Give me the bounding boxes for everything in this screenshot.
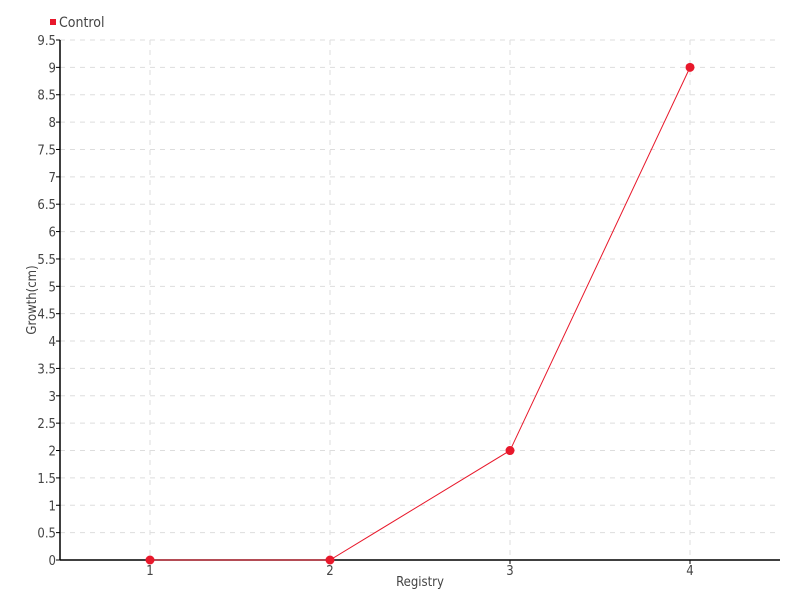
y-tick-label: 7 bbox=[49, 171, 56, 186]
y-tick-label: 6 bbox=[49, 226, 56, 241]
data-point bbox=[685, 62, 695, 72]
series-line-control bbox=[150, 67, 691, 561]
y-ticks: 0 0.5 1 1.5 2 2.5 3 3.5 4 4.5 5 5.5 6 6.5 7 7.5 8 8.5 9 9.5 bbox=[37, 34, 60, 569]
data-point bbox=[505, 446, 515, 456]
y-tick-label: 6.5 bbox=[37, 198, 56, 213]
y-tick-label: 2 bbox=[49, 445, 56, 460]
series bbox=[145, 62, 695, 565]
y-tick-label: 3.5 bbox=[37, 362, 56, 377]
legend-label-control: Control bbox=[59, 15, 105, 31]
x-tick-label: 1 bbox=[146, 564, 153, 579]
axes bbox=[59, 40, 780, 561]
y-tick-label: 4.5 bbox=[37, 308, 56, 323]
y-tick-label: 7.5 bbox=[37, 143, 56, 158]
y-tick-label: 3 bbox=[49, 390, 56, 405]
x-axis-label: Registry bbox=[396, 575, 444, 590]
y-tick-label: 5 bbox=[49, 280, 56, 295]
y-tick-label: 9.5 bbox=[37, 34, 56, 49]
y-tick-label: 8 bbox=[49, 116, 56, 131]
y-tick-label: 0 bbox=[49, 554, 56, 569]
y-tick-label: 1 bbox=[49, 499, 56, 514]
legend[interactable]: Control bbox=[50, 15, 105, 31]
y-tick-label: 8.5 bbox=[37, 89, 56, 104]
y-tick-label: 0.5 bbox=[37, 527, 56, 542]
y-tick-label: 5.5 bbox=[37, 253, 56, 268]
grid bbox=[60, 39, 780, 560]
x-tick-label: 4 bbox=[686, 564, 693, 579]
y-tick-label: 4 bbox=[49, 335, 56, 350]
data-point bbox=[325, 555, 335, 565]
x-tick-label: 2 bbox=[326, 564, 333, 579]
legend-swatch-control bbox=[50, 19, 56, 25]
x-tick-label: 3 bbox=[506, 564, 513, 579]
y-tick-label: 1.5 bbox=[37, 472, 56, 487]
y-tick-label: 2.5 bbox=[37, 417, 56, 432]
y-tick-label: 9 bbox=[49, 61, 56, 76]
data-point bbox=[145, 555, 155, 565]
y-axis-label: Growth(cm) bbox=[25, 265, 40, 334]
